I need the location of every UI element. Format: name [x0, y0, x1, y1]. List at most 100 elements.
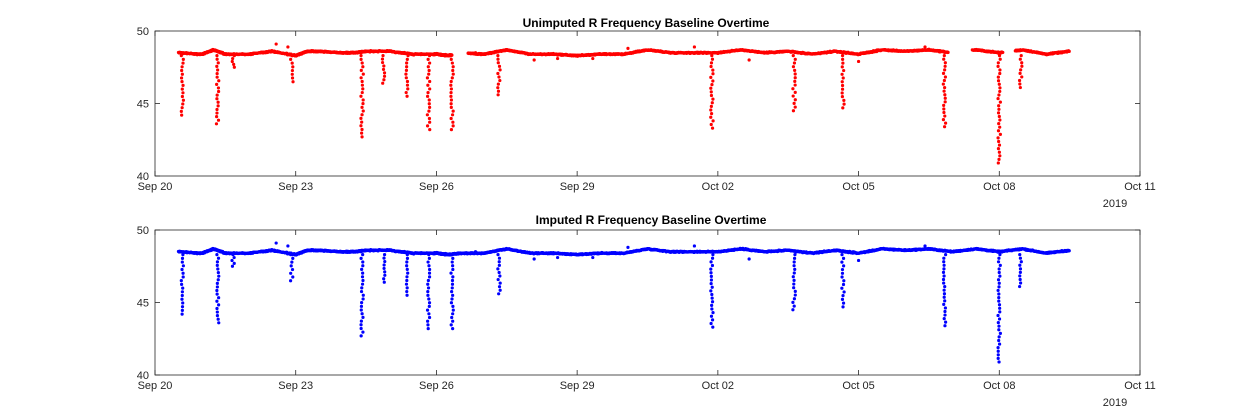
dip-point — [406, 87, 410, 91]
dip-point — [496, 57, 500, 61]
dip-point — [996, 75, 1000, 79]
dip-point — [449, 116, 453, 121]
dip-point — [215, 107, 219, 112]
dip-point — [496, 82, 500, 86]
dip-point — [711, 68, 715, 72]
dip-point — [216, 100, 220, 104]
dip-point — [840, 87, 845, 91]
dip-point — [1020, 64, 1024, 68]
dip-point — [996, 136, 1000, 140]
dip-point — [998, 154, 1002, 158]
dip-point — [361, 98, 365, 102]
dip-point — [214, 122, 219, 126]
dip-point — [181, 98, 186, 102]
dip-point — [711, 97, 715, 101]
dip-point — [1020, 75, 1024, 79]
plot-area — [154, 229, 1141, 376]
dip-point — [709, 122, 713, 127]
dip-point — [498, 78, 502, 83]
dip-point — [709, 112, 714, 116]
dip-point — [181, 102, 185, 106]
dip-point — [1019, 68, 1023, 72]
dip-point — [232, 62, 236, 66]
dip-point — [360, 79, 364, 84]
dip-point — [232, 65, 236, 69]
outlier-point — [747, 58, 751, 62]
dip-point — [180, 72, 184, 76]
dip-point — [449, 94, 453, 98]
dip-point — [792, 61, 797, 65]
dip-point — [942, 103, 946, 107]
dip-point — [181, 57, 185, 61]
dip-point — [997, 122, 1001, 126]
dip-point — [791, 54, 795, 58]
dip-point — [426, 57, 430, 61]
dip-point — [709, 61, 714, 65]
dip-point — [405, 83, 410, 87]
dip-point — [997, 150, 1001, 154]
dip-point — [449, 128, 454, 132]
dip-point — [215, 75, 219, 79]
dip-point — [842, 98, 846, 102]
dip-point — [425, 94, 430, 98]
dip-point — [380, 57, 385, 61]
dip-point — [381, 67, 386, 72]
dip-point — [842, 68, 846, 73]
dip-point — [215, 97, 219, 101]
dip-point — [427, 116, 432, 121]
dip-point — [449, 57, 453, 61]
dip-point — [359, 76, 363, 80]
chart-title: Unimputed R Frequency Baseline Overtime — [523, 16, 770, 30]
dip-point — [943, 100, 947, 104]
dip-point — [793, 57, 797, 61]
dip-point — [496, 93, 500, 97]
dip-point — [428, 79, 432, 84]
dip-point — [996, 129, 1001, 133]
dip-point — [181, 91, 185, 95]
dip-point — [359, 54, 363, 58]
x-axis: Sep 20 Sep 23 Sep 26 Sep 29 Oct 02 Oct 05 Oct … — [138, 31, 1156, 193]
dip-point — [179, 54, 183, 58]
dip-point — [997, 54, 1002, 58]
dip-point — [943, 68, 947, 72]
imputed-plot: Imputed R Frequency Baseline Overtime Se… — [137, 213, 1156, 409]
dip-point — [1018, 85, 1022, 90]
dip-point — [497, 75, 501, 79]
dip-point — [361, 109, 365, 113]
dip-point — [180, 94, 184, 99]
dip-point — [942, 54, 946, 58]
dip-point — [360, 105, 364, 109]
dip-point — [1018, 57, 1022, 61]
dip-point — [998, 100, 1002, 104]
dip-point — [359, 124, 363, 128]
dip-point — [426, 65, 430, 69]
dip-point — [180, 106, 184, 110]
dip-point — [427, 102, 431, 106]
dip-point — [179, 109, 183, 113]
dip-point — [996, 161, 1000, 165]
data-points — [176, 241, 1071, 364]
dip-point — [709, 104, 713, 108]
dip-point — [998, 118, 1002, 122]
dip-point — [497, 64, 502, 68]
dip-point — [360, 113, 364, 117]
dip-point — [1020, 61, 1024, 65]
dip-point — [710, 126, 715, 130]
dip-point — [709, 115, 713, 119]
dip-point — [405, 57, 409, 61]
data-points — [176, 42, 1071, 165]
outlier-point — [591, 56, 595, 61]
dip-point — [793, 90, 797, 94]
dip-point — [427, 68, 431, 73]
dip-point — [404, 68, 409, 73]
dip-point — [361, 65, 365, 69]
dip-point — [449, 83, 453, 87]
y-tick-label: 50 — [137, 26, 149, 38]
dip-point — [996, 96, 1000, 101]
dip-point — [840, 95, 844, 99]
dip-point — [996, 61, 1000, 65]
outlier-point — [856, 59, 861, 64]
dip-point — [404, 76, 408, 80]
dip-point — [451, 65, 455, 69]
